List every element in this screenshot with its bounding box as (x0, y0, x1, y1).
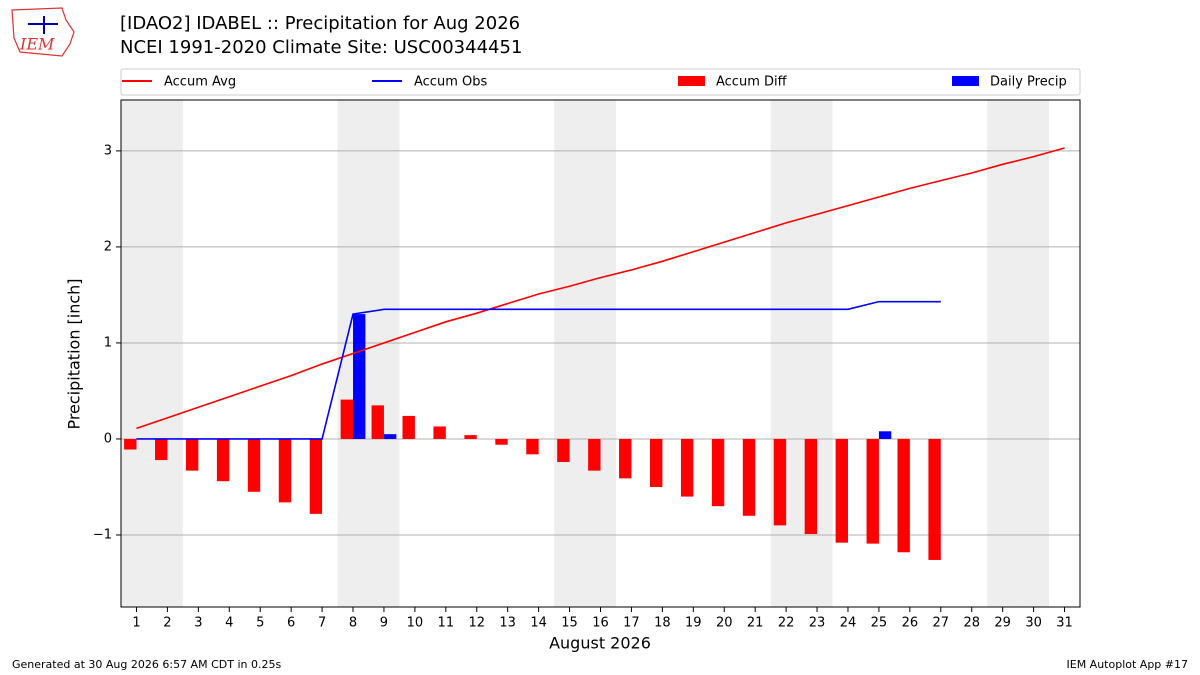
bar (928, 438, 941, 560)
x-tick-label: 17 (623, 616, 640, 631)
bar (433, 426, 446, 439)
plot-frame (120, 99, 1081, 608)
bar (340, 399, 354, 439)
bar (185, 438, 199, 471)
x-tick-label: 20 (716, 616, 733, 631)
bar (557, 438, 570, 463)
logo: IEM (11, 7, 75, 57)
y-tick-label: −1 (93, 527, 112, 542)
x-axis-label: August 2026 (549, 634, 651, 653)
x-tick-label: 5 (256, 616, 264, 631)
footer-left: Generated at 30 Aug 2026 6:57 AM CDT in … (12, 658, 281, 671)
x-tick-label: 31 (1056, 616, 1073, 631)
bar (878, 431, 892, 439)
bar (216, 438, 230, 482)
bar (464, 435, 477, 439)
shaded-day (585, 100, 616, 607)
bar (371, 405, 384, 439)
bar (711, 438, 725, 507)
x-tick-label: 6 (287, 616, 295, 631)
x-tick-label: 26 (902, 616, 919, 631)
y-axis-label: Precipitation [inch] (65, 278, 84, 429)
bar (649, 438, 663, 487)
bar (835, 438, 848, 543)
y-tick-label: 1 (104, 335, 112, 350)
x-tick-label: 4 (225, 616, 233, 631)
series-line (136, 147, 1065, 430)
logo-outline (11, 7, 75, 57)
legend-label: Accum Avg (164, 75, 236, 90)
shaded-day (1018, 100, 1050, 607)
x-tick-label: 12 (468, 616, 485, 631)
x-tick-label: 29 (994, 616, 1011, 631)
legend-label: Accum Diff (716, 75, 788, 90)
bar (804, 438, 818, 535)
x-tick-label: 2 (163, 616, 171, 631)
legend-label: Daily Precip (990, 75, 1067, 90)
bar (353, 314, 366, 439)
x-tick-label: 14 (530, 616, 547, 631)
legend-swatch (952, 76, 979, 86)
legend-swatch (678, 76, 705, 86)
bar (383, 434, 397, 439)
bar (278, 438, 292, 503)
legend-label: Accum Obs (414, 75, 487, 90)
x-tick-label: 30 (1025, 616, 1042, 631)
bar (619, 438, 632, 479)
x-tick-label: 3 (194, 616, 202, 631)
shaded-day (121, 100, 152, 607)
footer-right: IEM Autoplot App #17 (1067, 658, 1189, 671)
shaded-day (554, 100, 586, 607)
x-tick-label: 16 (592, 616, 609, 631)
x-tick-label: 7 (318, 616, 326, 631)
bar (155, 438, 168, 461)
y-tick-label: 3 (104, 143, 112, 158)
bar (309, 438, 323, 514)
x-tick-label: 23 (809, 616, 826, 631)
shaded-day (368, 100, 400, 607)
x-tick-label: 25 (871, 616, 888, 631)
bar (495, 438, 508, 445)
chart-title: [IDAO2] IDABEL :: Precipitation for Aug … (120, 13, 520, 34)
bar (526, 438, 539, 455)
x-tick-label: 8 (349, 616, 357, 631)
x-tick-label: 1 (132, 616, 140, 631)
bar (124, 438, 137, 450)
shaded-day (770, 100, 802, 607)
bar (897, 438, 910, 553)
x-tick-label: 13 (499, 616, 516, 631)
chart-subtitle: NCEI 1991-2020 Climate Site: USC00344451 (120, 37, 522, 58)
bar (773, 438, 787, 526)
shaded-day (987, 100, 1019, 607)
x-tick-label: 9 (380, 616, 388, 631)
series-line (136, 300, 941, 440)
x-tick-label: 21 (747, 616, 764, 631)
x-tick-label: 24 (840, 616, 857, 631)
bar (742, 438, 756, 516)
logo-text: IEM (19, 35, 55, 54)
bar (402, 415, 415, 439)
x-tick-label: 22 (778, 616, 795, 631)
bar (680, 438, 694, 497)
bar (247, 438, 261, 492)
x-tick-label: 18 (654, 616, 671, 631)
x-tick-label: 27 (933, 616, 950, 631)
bar (588, 438, 601, 471)
x-tick-label: 10 (407, 616, 424, 631)
legend-box (120, 68, 1081, 96)
y-tick-label: 2 (104, 239, 112, 254)
x-tick-label: 15 (561, 616, 578, 631)
bar (866, 438, 879, 544)
y-tick-label: 0 (104, 431, 112, 446)
x-tick-label: 11 (438, 616, 455, 631)
shaded-day (151, 100, 183, 607)
x-tick-label: 28 (963, 616, 980, 631)
x-tick-label: 19 (685, 616, 702, 631)
